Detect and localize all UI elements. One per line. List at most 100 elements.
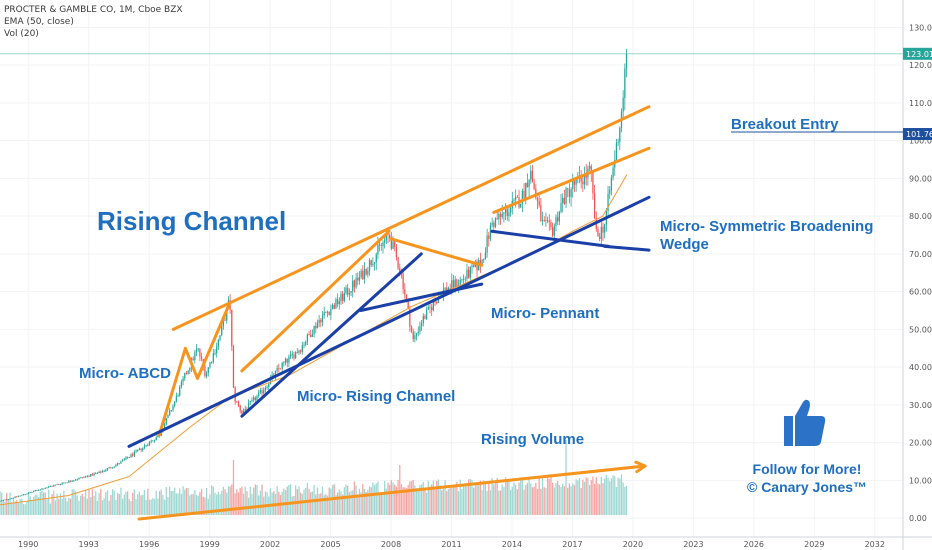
volume-bar xyxy=(355,485,357,515)
volume-bar xyxy=(392,482,394,515)
candle-body xyxy=(115,464,117,467)
volume-bar xyxy=(26,501,28,515)
candle-body xyxy=(95,473,97,475)
candle-body xyxy=(342,293,344,301)
candle-body xyxy=(469,266,471,278)
candle-body xyxy=(105,469,107,471)
volume-bar xyxy=(74,491,77,515)
volume-bar xyxy=(158,491,161,515)
volume-bar xyxy=(509,489,512,515)
volume-bar xyxy=(612,475,614,515)
volume-bar xyxy=(150,499,152,515)
volume-bar xyxy=(614,476,616,515)
candle-body xyxy=(6,499,8,501)
candle-body xyxy=(447,287,450,292)
volume-bar xyxy=(446,491,448,515)
candle-body xyxy=(96,472,99,474)
candle-body xyxy=(286,358,288,363)
micro-wedge-label-1: Micro- Symmetric Broadening xyxy=(660,218,873,235)
candle-body xyxy=(125,457,127,460)
volume-bar xyxy=(170,491,172,515)
candle-body xyxy=(12,497,15,499)
candle-body xyxy=(108,467,110,469)
thumbs-up-icon[interactable] xyxy=(784,399,826,446)
candle-body xyxy=(237,401,240,406)
volume-bar xyxy=(619,478,621,515)
volume-bar xyxy=(254,484,256,515)
candle-body xyxy=(609,190,611,194)
rising-channel-label: Rising Channel xyxy=(97,206,286,236)
candle-body xyxy=(624,68,626,98)
candle-body xyxy=(551,227,554,236)
candle-body xyxy=(251,399,253,402)
candle-body xyxy=(222,320,225,327)
candle-body xyxy=(179,386,181,396)
volume-bar xyxy=(365,492,367,515)
candle-body xyxy=(284,358,287,363)
volume-bar xyxy=(457,491,460,515)
candle-body xyxy=(276,368,278,371)
volume-bar xyxy=(315,494,317,515)
candle-body xyxy=(541,220,544,221)
candle-body xyxy=(73,480,75,482)
volume-bar xyxy=(415,488,418,515)
volume-bar xyxy=(118,493,120,515)
volume-bar xyxy=(426,492,428,515)
volume-bar xyxy=(560,486,562,515)
candle-body xyxy=(399,268,401,273)
last-price-tag-bg xyxy=(903,47,932,60)
volume-bar xyxy=(536,488,539,515)
candle-body xyxy=(239,405,241,411)
volume-bar xyxy=(310,492,312,515)
volume-bar xyxy=(590,480,592,515)
last-price-tag: 123.01 xyxy=(906,50,932,59)
candle-body xyxy=(147,445,149,447)
x-tick-label: 1996 xyxy=(139,540,159,549)
volume-arrow-head xyxy=(634,460,647,474)
x-tick-label: 2020 xyxy=(623,540,643,549)
volume-bar xyxy=(177,493,179,515)
volume-bar xyxy=(595,477,597,515)
volume-bar xyxy=(624,486,626,515)
candle-body xyxy=(397,257,399,269)
candle-body xyxy=(296,352,298,354)
volume-bar xyxy=(214,492,216,515)
candle-body xyxy=(377,244,379,255)
volume-bar xyxy=(236,489,238,515)
candle-body xyxy=(120,461,122,464)
candle-body xyxy=(4,499,6,501)
volume-bar xyxy=(538,477,540,515)
volume-bar xyxy=(518,482,520,515)
candle-body xyxy=(261,390,263,394)
volume-bar xyxy=(125,491,127,515)
volume-bar xyxy=(336,492,339,515)
candle-body xyxy=(106,468,109,470)
candle-body xyxy=(567,188,569,190)
volume-bar xyxy=(66,501,68,515)
candle-body xyxy=(148,441,151,446)
volume-bar xyxy=(545,488,547,515)
volume-bar xyxy=(493,484,495,515)
candle-body xyxy=(352,280,354,292)
candle-body xyxy=(7,499,10,501)
volume-bar xyxy=(412,480,414,515)
candle-body xyxy=(323,312,325,316)
volume-bar xyxy=(244,486,246,515)
candle-body xyxy=(294,352,297,359)
volume-bar xyxy=(454,486,456,515)
y-tick-label: 100.00 xyxy=(909,137,932,146)
candle-body xyxy=(390,238,393,249)
volume-bar xyxy=(503,486,505,515)
candle-body xyxy=(523,190,525,199)
volume-bar xyxy=(372,482,374,515)
candle-body xyxy=(194,352,196,361)
volume-bar xyxy=(578,477,581,515)
candle-body xyxy=(184,373,186,379)
volume-bar xyxy=(81,493,83,515)
candle-body xyxy=(155,437,157,441)
volume-bar xyxy=(557,480,559,515)
candle-body xyxy=(402,273,404,290)
volume-bar xyxy=(43,492,45,515)
volume-bar xyxy=(347,485,349,515)
